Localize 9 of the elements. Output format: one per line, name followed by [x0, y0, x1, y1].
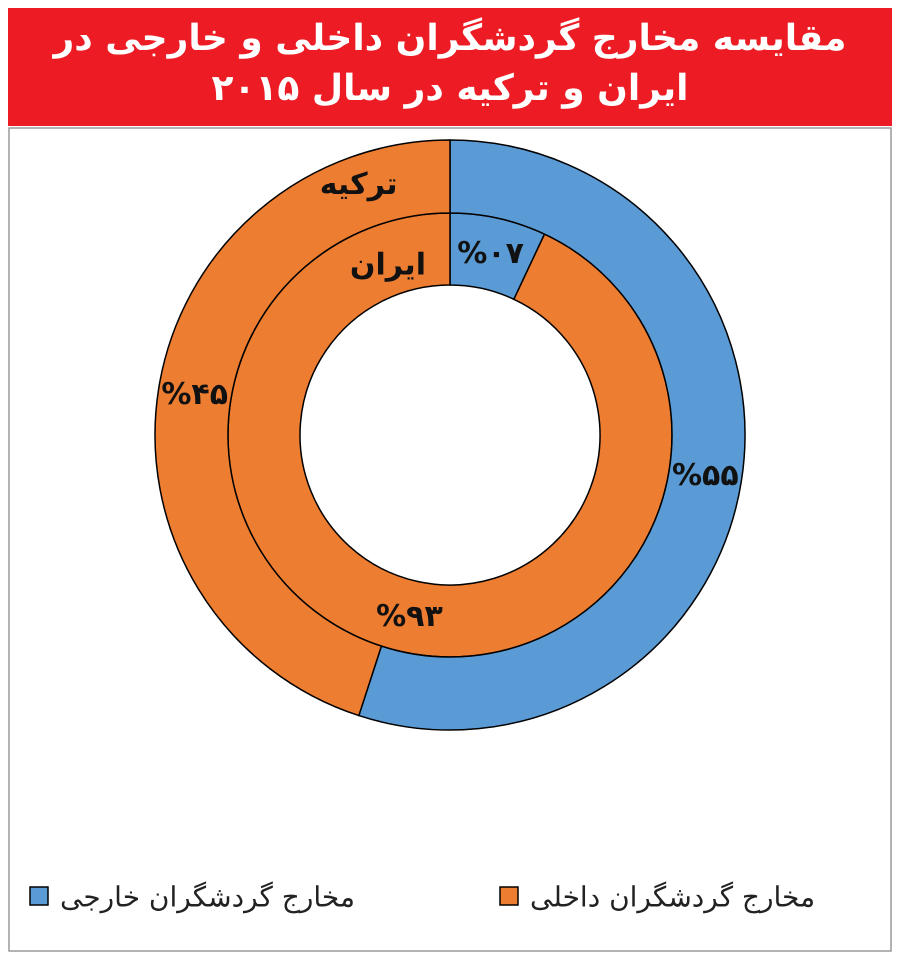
legend-label: مخارج گردشگران داخلی: [530, 880, 816, 914]
data-label: %۵۵: [672, 458, 739, 493]
data-label: %۹۳: [376, 599, 443, 634]
data-label: %۰۷: [457, 236, 524, 271]
chart-title: مقایسه مخارج گردشگران داخلی و خارجی در ایران و ترکیه در سال ۲۰۱۵: [8, 8, 892, 126]
legend-label: مخارج گردشگران خارجی: [60, 880, 355, 914]
slice-label: ایران: [350, 247, 426, 282]
data-label: %۴۵: [161, 377, 228, 412]
slice-label: ترکیه: [320, 167, 398, 202]
